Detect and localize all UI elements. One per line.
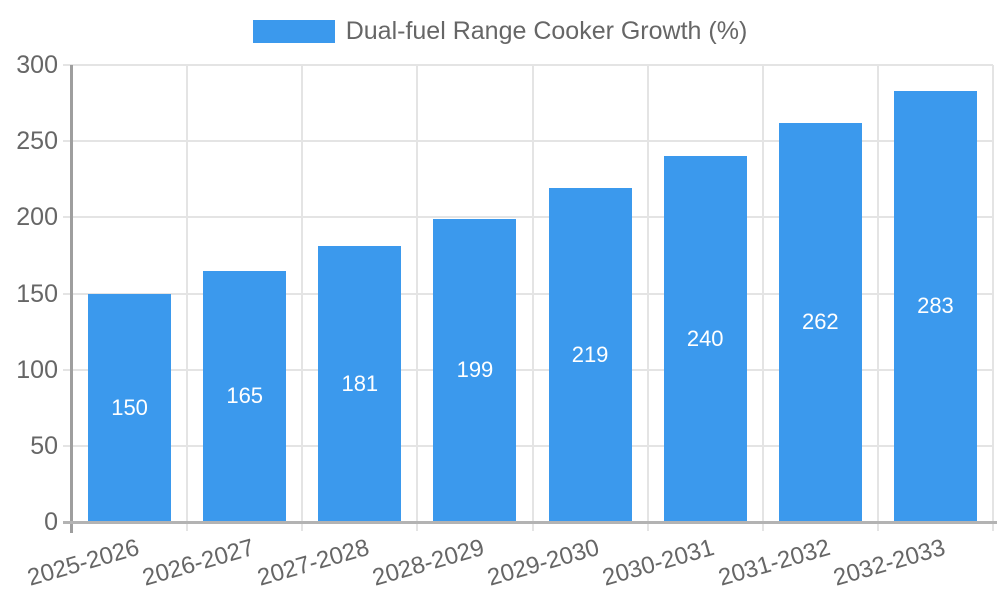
x-gridline [876, 65, 879, 531]
x-gridline [186, 65, 189, 531]
bar-2030-2031[interactable] [663, 156, 747, 522]
legend-label: Dual-fuel Range Cooker Growth (%) [345, 17, 748, 45]
x-axis-tick-label: 2031-2032 [714, 534, 833, 592]
bar-value-label: 165 [226, 383, 264, 409]
bar-2032-2033[interactable] [893, 90, 977, 522]
bar-2031-2032[interactable] [778, 122, 862, 522]
x-axis-tick-label: 2030-2031 [599, 534, 718, 592]
bar-value-label: 181 [341, 371, 379, 397]
bar-2025-2026[interactable] [88, 293, 172, 522]
x-gridline [992, 65, 994, 531]
y-tick-mark [63, 64, 72, 66]
y-tick-mark [63, 368, 72, 371]
x-axis-tick-label: 2032-2033 [830, 534, 948, 592]
y-axis-tick-label: 250 [16, 127, 58, 156]
y-tick-mark [63, 444, 72, 447]
bar-2026-2027[interactable] [203, 270, 287, 522]
y-axis-tick-label: 200 [16, 203, 58, 232]
x-axis-tick-label: 2028-2029 [369, 534, 488, 592]
x-gridline [761, 65, 764, 531]
y-axis-tick-label: 0 [44, 508, 58, 536]
x-gridline [646, 65, 649, 531]
y-axis-tick-label: 50 [30, 431, 58, 460]
legend[interactable]: Dual-fuel Range Cooker Growth (%) [0, 16, 1000, 46]
x-axis-tick-label: 2026-2027 [139, 534, 258, 592]
bar-value-label: 262 [801, 309, 839, 335]
y-tick-mark [63, 292, 72, 295]
x-axis-tick-label: 2025-2026 [24, 534, 143, 592]
x-gridline [301, 65, 304, 531]
bar-2028-2029[interactable] [433, 218, 517, 522]
bar-value-label: 219 [571, 342, 609, 368]
y-tick-mark [63, 140, 72, 143]
x-gridline [531, 65, 534, 531]
y-axis-line [70, 65, 73, 533]
x-gridline [416, 65, 419, 531]
x-axis-line [63, 521, 997, 524]
bar-value-label: 240 [686, 326, 724, 352]
bar-2027-2028[interactable] [318, 246, 402, 522]
bar-2029-2030[interactable] [548, 188, 632, 522]
y-axis-tick-label: 300 [16, 51, 58, 79]
legend-swatch [252, 19, 335, 43]
y-tick-mark [63, 216, 72, 219]
y-axis-tick-label: 100 [16, 355, 58, 384]
bar-value-label: 150 [111, 394, 148, 420]
bar-value-label: 283 [917, 293, 954, 319]
y-axis-tick-label: 150 [16, 279, 58, 308]
x-axis-tick-label: 2027-2028 [254, 534, 373, 592]
x-axis-tick-label: 2029-2030 [484, 534, 603, 592]
bar-value-label: 199 [456, 357, 494, 383]
